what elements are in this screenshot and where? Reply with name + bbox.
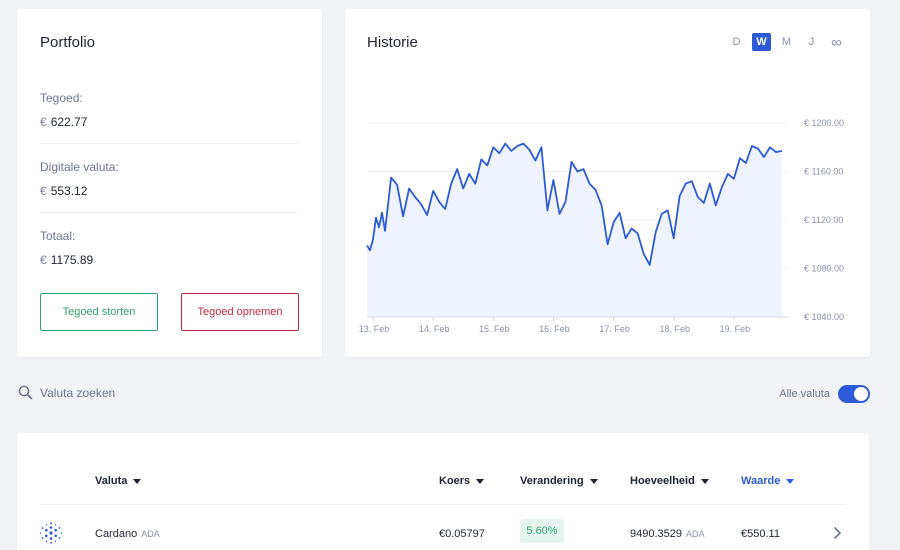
header-divider: [40, 504, 846, 505]
toggle-knob: [854, 387, 868, 401]
search-bar: [18, 385, 180, 400]
total-value: €1175.89: [40, 253, 93, 267]
price-line: [366, 142, 783, 266]
x-tick-label: 15. Feb: [479, 324, 510, 334]
balance-value: €622.77: [40, 115, 87, 129]
currency-symbol: €: [40, 184, 47, 198]
column-header-value[interactable]: Waarde: [741, 475, 795, 487]
history-chart: € 1200.00 € 1160.00 € 1120.00 € 1080.00 € 10…: [359, 118, 844, 334]
amount-unit: ADA: [686, 529, 705, 539]
currency-table: Valuta Koers Verandering Hoeveelheid Waa…: [17, 433, 869, 550]
column-header-label: Koers: [439, 475, 471, 487]
crypto-value: €553.12: [40, 184, 87, 198]
x-tick-label: 18. Feb: [659, 324, 690, 334]
chevron-right-icon[interactable]: [832, 526, 842, 540]
cardano-icon: [39, 522, 63, 544]
divider: [40, 212, 298, 213]
total-label: Totaal:: [40, 229, 76, 243]
caret-down-icon: [133, 478, 142, 484]
history-title: Historie: [367, 34, 418, 51]
deposit-button[interactable]: Tegoed storten: [40, 293, 158, 331]
range-tab-week[interactable]: W: [752, 33, 771, 51]
change-badge: 5.60%: [520, 519, 564, 543]
all-currencies-toggle[interactable]: [838, 385, 870, 403]
column-header-label: Verandering: [520, 475, 584, 487]
currency-name-cell: Cardano ADA: [95, 528, 160, 540]
all-currencies-filter: Alle valuta: [779, 385, 870, 403]
column-header-change[interactable]: Verandering: [520, 475, 598, 487]
value-cell: €550.11: [741, 528, 780, 540]
range-tabs: D W M J ∞: [727, 33, 846, 51]
column-header-currency[interactable]: Valuta: [95, 475, 142, 487]
caret-down-icon: [476, 478, 485, 484]
column-header-price[interactable]: Koers: [439, 475, 485, 487]
x-tick-label: 13. Feb: [359, 324, 390, 334]
x-tick-label: 17. Feb: [599, 324, 630, 334]
currency-name: Cardano: [95, 528, 138, 540]
caret-down-icon: [589, 478, 598, 484]
total-amount: 1175.89: [50, 253, 94, 267]
balance-label: Tegoed:: [40, 91, 83, 105]
y-tick-label: € 1200.00: [804, 118, 844, 128]
y-tick-label: € 1160.00: [804, 167, 843, 177]
x-tick-label: 16. Feb: [539, 324, 570, 334]
range-tab-all[interactable]: ∞: [831, 33, 842, 51]
amount-value: 9490.3529: [630, 528, 682, 540]
all-currencies-label: Alle valuta: [779, 388, 830, 400]
column-header-label: Valuta: [95, 475, 128, 487]
currency-symbol: €: [40, 253, 47, 267]
history-card: € 1200.00 € 1160.00 € 1120.00 € 1080.00 € 10…: [345, 9, 870, 357]
range-tab-day[interactable]: D: [732, 36, 741, 48]
search-input[interactable]: [40, 385, 180, 400]
caret-down-icon: [786, 478, 795, 484]
amount-cell: 9490.3529 ADA: [630, 528, 705, 540]
crypto-amount: 553.12: [50, 184, 88, 198]
crypto-label: Digitale valuta:: [40, 160, 119, 174]
y-tick-label: € 1040.00: [804, 312, 844, 322]
column-header-label: Hoeveelheid: [630, 475, 695, 487]
search-icon: [18, 385, 33, 400]
currency-symbol: ADA: [141, 529, 160, 539]
balance-amount: 622.77: [50, 115, 88, 129]
y-tick-label: € 1080.00: [804, 264, 844, 274]
currency-symbol: €: [40, 115, 47, 129]
divider: [40, 143, 298, 144]
column-header-amount[interactable]: Hoeveelheid: [630, 475, 709, 487]
x-tick-label: 14. Feb: [419, 324, 450, 334]
portfolio-title: Portfolio: [40, 34, 96, 51]
price-area: [367, 143, 782, 317]
portfolio-card: Portfolio Tegoed: €622.77 Digitale valut…: [17, 9, 322, 357]
column-header-label: Waarde: [741, 475, 781, 487]
caret-down-icon: [700, 478, 709, 484]
price-cell: €0.05797: [439, 528, 485, 540]
range-tab-month[interactable]: M: [781, 36, 792, 48]
range-tab-year[interactable]: J: [808, 36, 815, 48]
withdraw-button[interactable]: Tegoed opnemen: [181, 293, 299, 331]
y-tick-label: € 1120.00: [804, 215, 843, 225]
x-tick-label: 19. Feb: [720, 324, 751, 334]
